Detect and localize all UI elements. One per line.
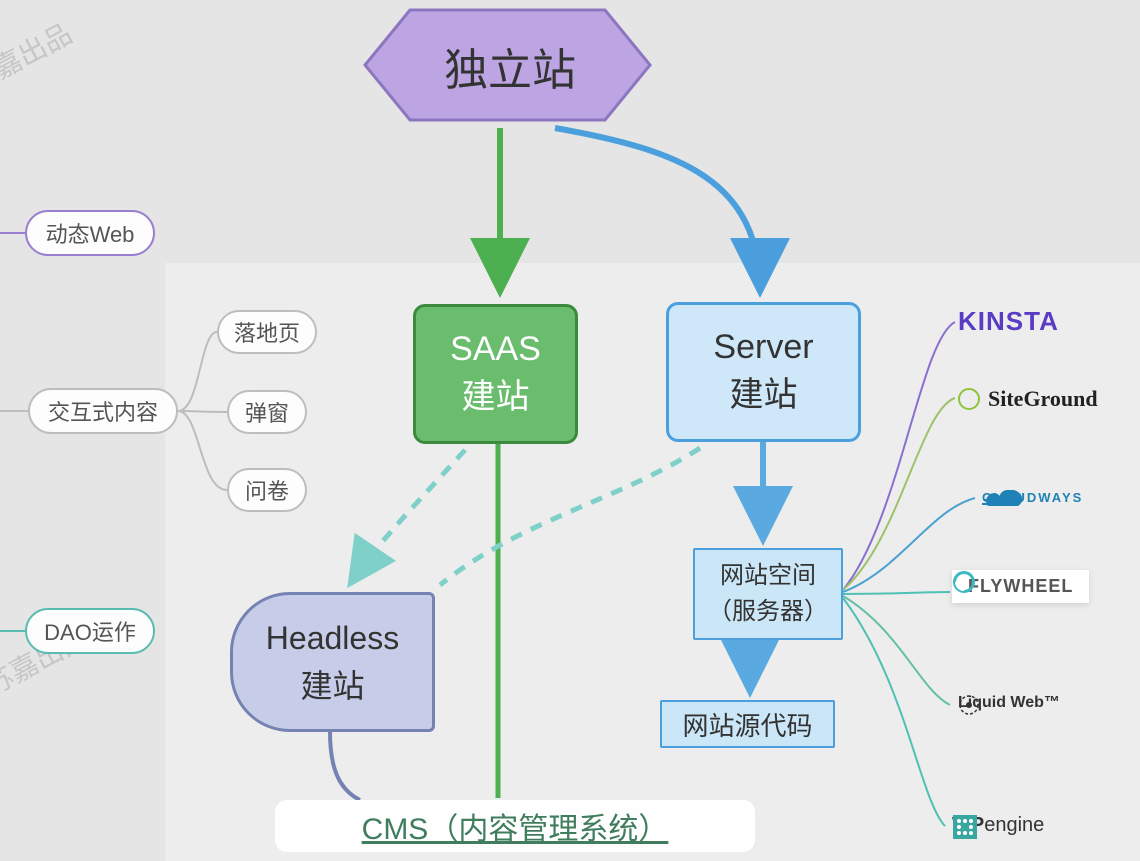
wpengine-icon (952, 814, 978, 840)
host-cloudways: CLOUDWAYS (982, 490, 1083, 505)
node-space: 网站空间 （服务器） (693, 548, 843, 640)
pill-interactive-label: 交互式内容 (48, 395, 158, 427)
node-space-l1: 网站空间 (720, 558, 816, 594)
node-source: 网站源代码 (660, 700, 835, 748)
node-server-l1: Server (713, 324, 813, 372)
pill-dynamic-web: 动态Web (25, 210, 155, 256)
pill-survey-label: 问卷 (245, 474, 289, 506)
node-server-l2: 建站 (730, 372, 798, 420)
host-kinsta-label: KINSTA (958, 306, 1059, 337)
host-liquidweb: Liquid Web™ (958, 694, 1060, 712)
host-flywheel-label: FLYWHEEL (968, 576, 1073, 597)
host-kinsta: KINSTA (958, 306, 1059, 337)
pill-popup-label: 弹窗 (245, 396, 289, 428)
node-source-label: 网站源代码 (682, 706, 812, 743)
pill-dao-label: DAO运作 (44, 615, 136, 647)
node-root-label: 独立站 (440, 34, 580, 98)
cloudways-icon (982, 490, 1028, 512)
node-headless-l2: 建站 (300, 662, 364, 710)
pill-popup: 弹窗 (227, 390, 307, 434)
node-saas: SAAS 建站 (413, 304, 578, 444)
node-server: Server 建站 (666, 302, 861, 442)
pill-survey: 问卷 (227, 468, 307, 512)
pill-dao: DAO运作 (25, 608, 155, 654)
pill-landing: 落地页 (217, 310, 317, 354)
node-headless: Headless 建站 (230, 592, 435, 732)
host-flywheel: FLYWHEEL (952, 570, 1089, 603)
pill-interactive: 交互式内容 (28, 388, 178, 434)
node-saas-l2: 建站 (462, 374, 530, 422)
host-wpengine: WPengine (952, 814, 1044, 837)
host-siteground: SiteGround (958, 386, 1098, 412)
siteground-icon (958, 388, 980, 410)
node-space-l2: （服务器） (708, 594, 828, 630)
liquidweb-icon (958, 694, 980, 716)
node-cms-label: CMS（内容管理系统） (362, 804, 669, 848)
flywheel-icon (952, 570, 976, 594)
host-siteground-label: SiteGround (988, 386, 1098, 412)
node-cms: CMS（内容管理系统） (275, 800, 755, 852)
pill-landing-label: 落地页 (234, 316, 300, 348)
node-saas-l1: SAAS (450, 326, 541, 374)
pill-dynamic-web-label: 动态Web (46, 217, 135, 249)
node-headless-l1: Headless (266, 614, 399, 662)
